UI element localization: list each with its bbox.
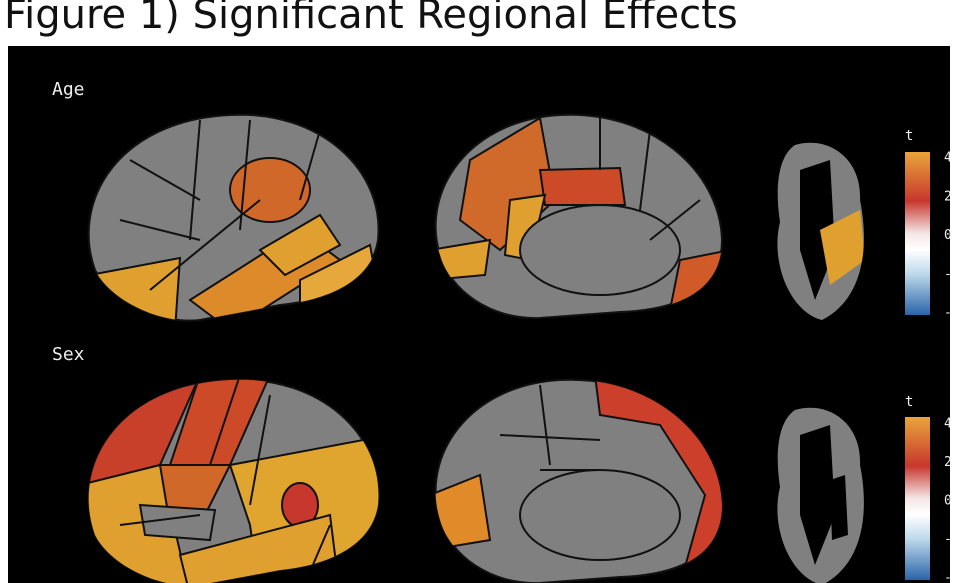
colorbar-title: t: [905, 128, 913, 144]
panel-label: Age: [52, 79, 85, 100]
colorbar-tick-label: -: [944, 267, 952, 282]
colorbar-tick-label: 2: [944, 455, 952, 470]
colorbar: [905, 417, 930, 580]
colorbar-tick-label: 2: [944, 189, 952, 204]
colorbar: [905, 152, 930, 315]
colorbar-tick-label: 0: [944, 228, 952, 243]
colorbar-tick-label: 4: [944, 151, 952, 166]
colorbar-tick-label: -: [944, 571, 952, 583]
colorbar-tick-label: -: [944, 306, 952, 321]
colorbar-tick-label: -: [944, 532, 952, 547]
panel-label: Sex: [52, 344, 85, 365]
colorbar-title: t: [905, 394, 913, 410]
colorbar-tick-label: 0: [944, 494, 952, 509]
age-panel: Age: [52, 79, 952, 322]
figure-title: Figure 1) Significant Regional Effects: [4, 0, 738, 38]
colorbar-tick-label: 4: [944, 417, 952, 432]
